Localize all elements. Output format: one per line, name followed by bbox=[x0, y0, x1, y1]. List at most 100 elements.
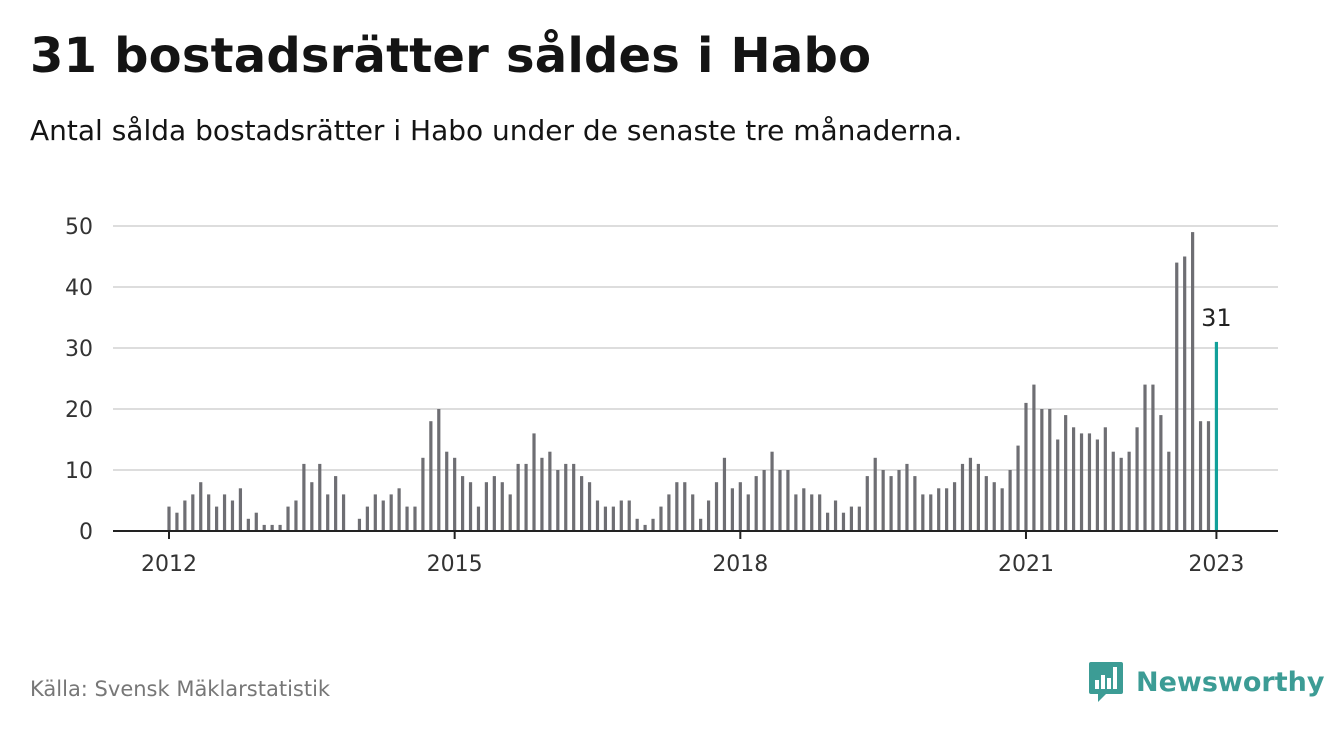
data-bar bbox=[706, 500, 711, 531]
data-bar bbox=[1032, 384, 1036, 531]
data-bar bbox=[778, 470, 782, 531]
data-bar bbox=[286, 506, 290, 531]
data-bar bbox=[849, 506, 854, 531]
data-bar bbox=[802, 488, 806, 531]
data-bar bbox=[405, 506, 409, 531]
data-bar bbox=[548, 451, 552, 531]
data-bar bbox=[1079, 433, 1084, 531]
data-bar bbox=[1127, 451, 1131, 531]
data-bar bbox=[905, 463, 909, 531]
source-note: Källa: Svensk Mäklarstatistik bbox=[30, 677, 331, 701]
data-bar bbox=[476, 506, 481, 531]
data-bar bbox=[913, 476, 917, 531]
data-bar bbox=[564, 463, 568, 531]
data-bar bbox=[786, 470, 790, 531]
data-bar bbox=[262, 524, 266, 531]
data-bar bbox=[722, 457, 727, 531]
data-bar bbox=[968, 457, 973, 531]
data-bar bbox=[445, 451, 449, 531]
data-bar bbox=[270, 524, 274, 531]
data-bar bbox=[516, 463, 520, 531]
data-bar bbox=[826, 512, 830, 531]
data-bar bbox=[1000, 488, 1004, 531]
data-bar bbox=[611, 506, 615, 531]
data-bar bbox=[1135, 427, 1139, 531]
data-bar bbox=[334, 476, 338, 531]
data-bar bbox=[945, 488, 949, 531]
data-bar bbox=[484, 482, 488, 531]
data-bar bbox=[580, 476, 584, 531]
data-bar bbox=[373, 494, 377, 531]
data-bar bbox=[1183, 256, 1187, 531]
data-bar bbox=[952, 482, 957, 531]
data-bar bbox=[691, 494, 695, 531]
data-bar bbox=[572, 463, 576, 531]
data-bar bbox=[675, 482, 679, 531]
data-bar bbox=[222, 494, 227, 531]
data-bar bbox=[746, 494, 750, 531]
data-bar bbox=[207, 494, 211, 531]
data-bar bbox=[357, 518, 362, 531]
highlighted-bar bbox=[1214, 341, 1219, 531]
y-tick-label: 50 bbox=[65, 215, 93, 240]
data-bar bbox=[294, 500, 298, 531]
data-bar bbox=[730, 488, 734, 531]
chart-title: 31 bostadsrätter såldes i Habo bbox=[30, 28, 872, 84]
x-tick-label: 2015 bbox=[427, 552, 483, 577]
data-bar bbox=[976, 463, 980, 531]
data-bar bbox=[889, 476, 893, 531]
data-bar bbox=[278, 524, 282, 531]
data-bar bbox=[215, 506, 219, 531]
data-bar bbox=[595, 500, 600, 531]
data-bar bbox=[1198, 421, 1203, 531]
data-bar bbox=[635, 518, 639, 531]
y-tick-label: 0 bbox=[79, 520, 93, 545]
data-bar bbox=[841, 512, 846, 531]
data-bar bbox=[619, 500, 623, 531]
data-bar bbox=[341, 494, 346, 531]
data-bar bbox=[714, 482, 719, 531]
newsworthy-logo[interactable]: Newsworthy bbox=[1088, 660, 1324, 704]
data-bar bbox=[667, 494, 671, 531]
y-tick-label: 40 bbox=[65, 276, 93, 301]
data-bar bbox=[230, 500, 235, 531]
data-bar bbox=[1111, 451, 1115, 531]
chart-subtitle: Antal sålda bostadsrätter i Habo under d… bbox=[30, 114, 963, 147]
data-bar bbox=[199, 482, 203, 531]
data-bar bbox=[659, 506, 663, 531]
data-bar bbox=[413, 506, 417, 531]
data-bar bbox=[365, 506, 369, 531]
x-tick-label: 2021 bbox=[998, 552, 1054, 577]
data-bar bbox=[1008, 470, 1012, 531]
data-bar bbox=[460, 476, 465, 531]
data-bar bbox=[810, 494, 814, 531]
data-bar bbox=[738, 482, 742, 531]
data-bar bbox=[540, 457, 544, 531]
data-bar bbox=[421, 457, 425, 531]
data-bar bbox=[254, 512, 258, 531]
x-tick-label: 2012 bbox=[141, 552, 197, 577]
data-bar bbox=[1024, 402, 1028, 531]
data-bar bbox=[175, 512, 179, 531]
data-bar bbox=[929, 494, 933, 531]
data-bar bbox=[556, 470, 560, 531]
data-bar bbox=[754, 476, 758, 531]
data-bar bbox=[191, 494, 195, 531]
data-bar bbox=[881, 470, 885, 531]
data-bar bbox=[429, 421, 433, 531]
data-bar bbox=[1087, 433, 1092, 531]
y-tick-label: 20 bbox=[65, 398, 93, 423]
data-bar bbox=[500, 482, 504, 531]
y-tick-label: 30 bbox=[65, 337, 93, 362]
data-bar bbox=[643, 524, 647, 531]
data-bar bbox=[468, 482, 473, 531]
data-bar bbox=[1064, 415, 1068, 531]
data-bar bbox=[1095, 439, 1099, 531]
data-bar bbox=[238, 488, 243, 531]
data-bar bbox=[833, 500, 838, 531]
data-bar bbox=[984, 476, 988, 531]
data-bar bbox=[246, 518, 250, 531]
data-bar bbox=[1175, 262, 1179, 531]
data-bar bbox=[865, 476, 869, 531]
data-bar bbox=[167, 506, 171, 531]
